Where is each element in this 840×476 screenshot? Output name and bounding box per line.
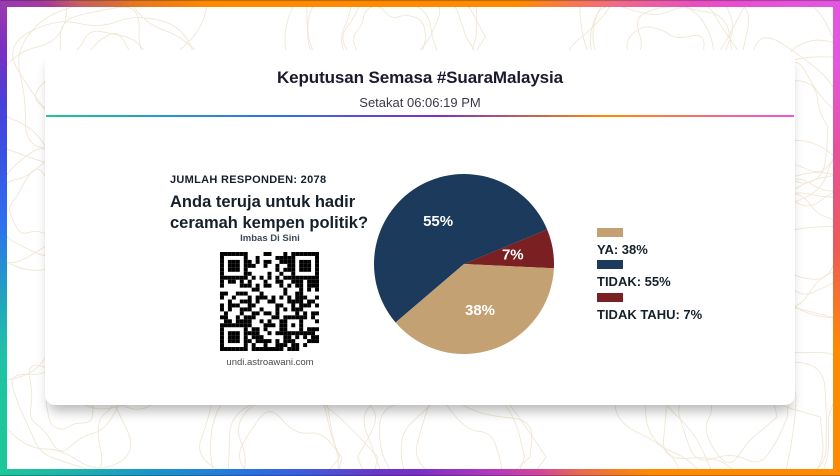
svg-text:38%: 38% <box>465 302 495 319</box>
svg-text:55%: 55% <box>423 213 453 230</box>
svg-text:7%: 7% <box>502 247 524 264</box>
